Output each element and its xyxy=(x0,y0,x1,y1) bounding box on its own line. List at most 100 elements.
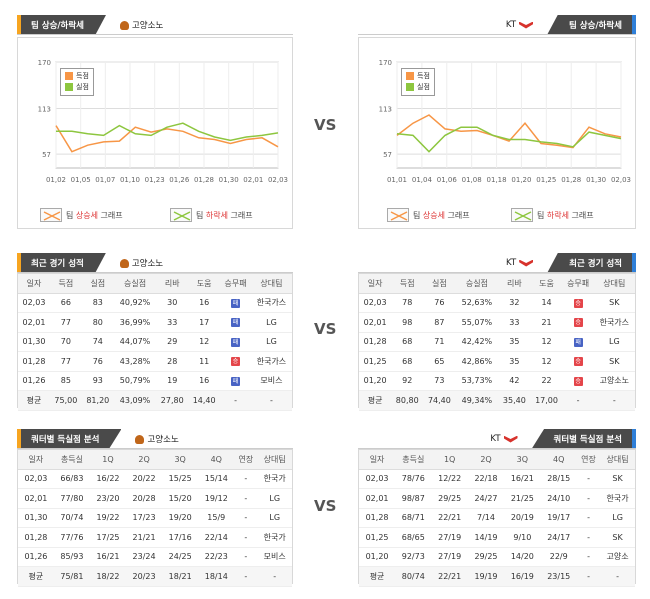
table-cell: 18/21 xyxy=(162,566,199,587)
table-cell: 33 xyxy=(498,312,531,333)
quarter-table-right: 일자 총득실 1Q 2Q 3Q 4Q 연장 상대팀 02,03 78/76 12/22 22/18 16… xyxy=(358,449,636,587)
table-cell: 92 xyxy=(391,371,424,391)
table-header-row: 일자 득점 실점 승실점 리바 도움 승무패 상대팀 xyxy=(18,274,292,294)
series-line-conceded xyxy=(396,126,622,153)
table-cell: 승 xyxy=(562,293,594,313)
x-tick-label: 01,10 xyxy=(120,176,140,184)
recent-table-left: 일자 득점 실점 승실점 리바 도움 승무패 상대팀 02,03 66 83 40,92% 30 16 패 한… xyxy=(17,273,293,411)
table-row: 02,01 77/80 23/20 20/28 15/20 19/12- LG xyxy=(18,488,292,509)
table-row: 02,01 77 80 36,99% 33 17 패 LG xyxy=(18,312,292,333)
column-header: 연장 xyxy=(576,450,601,470)
table-row: 01,20 92 73 53,73% 42 22 승 고양소노 xyxy=(359,371,635,391)
x-tick-label: 01,26 xyxy=(169,176,190,184)
table-cell: - xyxy=(576,527,601,548)
table-row: 02,03 78/76 12/22 22/18 16/21 28/15- SK xyxy=(359,469,635,489)
loss-badge: 패 xyxy=(231,376,241,386)
column-header: 승실점 xyxy=(113,274,157,294)
rise-suffix: 그래프 xyxy=(445,210,470,220)
column-header: 일자 xyxy=(359,450,396,470)
table-cell: SK xyxy=(593,293,635,313)
table-cell: 44,07% xyxy=(113,332,157,352)
table-cell: LG xyxy=(250,332,292,352)
table-cell: 20/19 xyxy=(504,508,541,528)
y-tick-label: 113 xyxy=(379,105,392,113)
column-header: 1Q xyxy=(431,450,468,470)
recent-header-right: KT 최근 경기 성적 xyxy=(358,253,636,273)
table-cell: 23/20 xyxy=(89,488,127,509)
table-cell: 패 xyxy=(220,371,251,391)
table-row: 01,28 68 71 42,42% 35 12 패 LG xyxy=(359,332,635,352)
table-cell: 74 xyxy=(81,332,114,352)
table-cell: 42,86% xyxy=(455,351,499,372)
table-cell: 19/12 xyxy=(198,488,235,509)
column-header: 4Q xyxy=(540,450,577,470)
column-header: 일자 xyxy=(18,450,54,470)
table-cell: 평균 xyxy=(18,390,50,411)
table-cell: 87 xyxy=(423,312,456,333)
trend-header-left: 팀 상승/하락세 고양소노 xyxy=(17,15,293,35)
table-header-row: 일자 총득실 1Q 2Q 3Q 4Q 연장 상대팀 xyxy=(359,450,635,470)
column-header: 리바 xyxy=(156,274,189,294)
table-cell: 승 xyxy=(562,351,594,372)
x-tick-label: 01,01 xyxy=(387,176,407,184)
table-cell: 19/19 xyxy=(467,566,505,587)
fall-suffix: 그래프 xyxy=(228,210,253,220)
table-cell: 평균 xyxy=(359,566,396,587)
table-cell: 12 xyxy=(188,332,221,352)
table-cell: 23/15 xyxy=(540,566,577,587)
column-header: 상대팀 xyxy=(257,450,292,470)
column-header: 1Q xyxy=(89,450,127,470)
chart-legend-right: 득점 실점 xyxy=(401,68,435,96)
table-cell: 01,20 xyxy=(359,547,396,567)
table-cell: 98/87 xyxy=(395,488,432,509)
loss-badge: 패 xyxy=(231,318,241,328)
column-header: 승무패 xyxy=(562,274,594,294)
table-cell: 16/21 xyxy=(89,547,127,567)
table-cell: 22/21 xyxy=(431,508,468,528)
table-cell: 14 xyxy=(530,293,563,313)
table-cell: 17/25 xyxy=(89,527,127,548)
y-tick-label: 113 xyxy=(38,105,51,113)
team-name-right: KT xyxy=(490,434,501,444)
table-cell: 모비스 xyxy=(250,371,292,391)
column-header: 2Q xyxy=(467,450,505,470)
table-cell: - xyxy=(576,469,601,489)
table-cell: 01,25 xyxy=(359,351,392,372)
table-cell: 70/74 xyxy=(53,508,90,528)
trend-panel-left: 57 113 170 01,02 01,05 01,07 01,10 01,23 01,26 01… xyxy=(17,37,293,229)
table-cell: - xyxy=(234,527,258,548)
fall-word: 하락세 xyxy=(546,210,569,220)
table-cell: SK xyxy=(600,527,635,548)
table-cell: - xyxy=(576,488,601,509)
table-cell: 24/17 xyxy=(540,527,577,548)
x-tick-label: 02,03 xyxy=(268,176,288,184)
table-cell: 패 xyxy=(220,332,251,352)
table-cell: LG xyxy=(257,488,292,509)
column-header: 3Q xyxy=(162,450,199,470)
team-label-right: KT xyxy=(506,20,534,30)
table-cell: - xyxy=(234,488,258,509)
table-cell: 16/19 xyxy=(504,566,541,587)
table-cell: 15/14 xyxy=(198,469,235,489)
table-cell: 패 xyxy=(220,312,251,333)
table-cell: 73 xyxy=(423,371,456,391)
team-label-right: KT xyxy=(506,258,534,268)
column-header: 일자 xyxy=(359,274,392,294)
table-cell: - xyxy=(220,390,251,411)
column-header: 상대팀 xyxy=(600,450,635,470)
table-cell: 01,26 xyxy=(18,371,50,391)
table-cell: 모비스 xyxy=(257,547,292,567)
legend-scored: 득점 xyxy=(406,71,430,82)
series-line-scored xyxy=(396,114,622,149)
table-cell: 85 xyxy=(49,371,82,391)
column-header: 도움 xyxy=(188,274,221,294)
rise-graph-legend-right: 팀 상승세 그래프 xyxy=(387,208,470,222)
table-cell: 27,80 xyxy=(156,390,189,411)
column-header: 상대팀 xyxy=(250,274,292,294)
average-row: 평균 75,00 81,20 43,09% 27,80 14,40- - xyxy=(18,390,292,411)
team-name-left: 고양소노 xyxy=(131,21,164,31)
table-cell: 49,34% xyxy=(455,390,499,411)
quarter-title-right: 쿼터별 득실점 분석 xyxy=(531,429,636,449)
table-cell: 77/80 xyxy=(53,488,90,509)
table-cell: 01,28 xyxy=(359,332,392,352)
